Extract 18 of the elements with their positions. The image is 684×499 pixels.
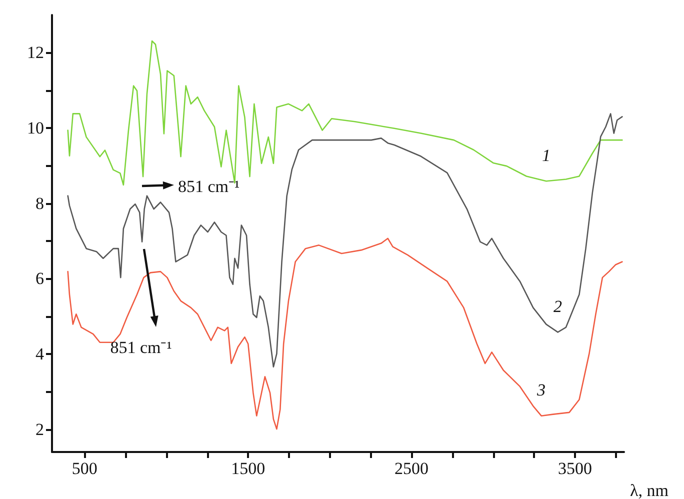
x-tick-label: 2500 [394,459,429,478]
x-axis-title: λ, nm [630,481,668,499]
y-tick-label: 12 [27,43,44,62]
line-series [67,113,623,368]
x-tick-label: 500 [72,459,98,478]
y-tick-label: 6 [36,269,44,288]
series-label: 1 [542,146,550,166]
annotation: 851 cm⁻¹ [110,338,172,357]
annotation: 851 cm⁻¹ [178,176,240,196]
line-series [67,238,623,430]
y-tick-label: 8 [36,194,44,213]
series-label: 3 [536,380,546,400]
y-tick-label: 4 [36,344,44,364]
y-tick-label: 2 [36,420,44,439]
series-label: 2 [554,297,563,316]
x-tick-label: 1500 [231,459,266,478]
x-tick-label: 3500 [558,459,592,478]
y-tick-label: 10 [27,118,44,138]
